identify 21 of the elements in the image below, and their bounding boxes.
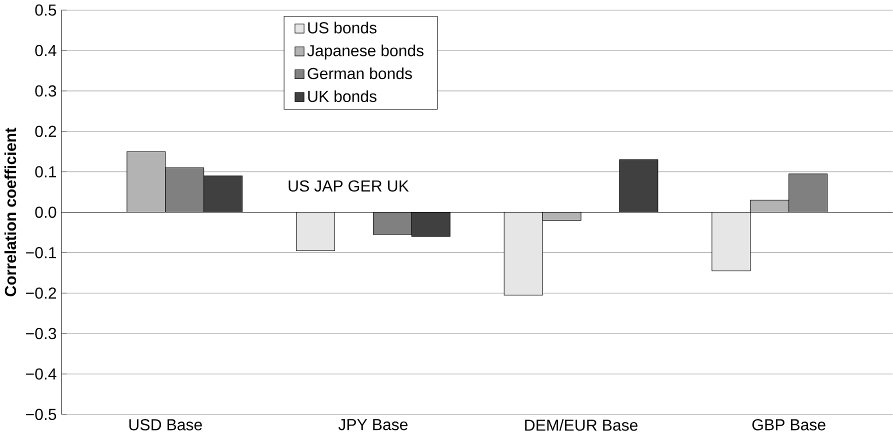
x-tick-label: JPY Base: [338, 418, 408, 430]
y-tick-label: 0.4: [35, 44, 56, 56]
legend-label: UK bonds: [308, 90, 376, 102]
y-tick-label: 0.5: [35, 4, 56, 16]
y-tick-label: −0.5: [26, 408, 56, 420]
legend-label: German bonds: [308, 67, 412, 80]
y-axis-title: Correlation coefficient: [4, 128, 16, 296]
annotation: US JAP GER UK: [288, 180, 409, 192]
x-tick-label: DEM/EUR Base: [525, 418, 638, 431]
y-tick-label: −0.2: [26, 287, 56, 299]
y-tick-label: −0.3: [26, 328, 56, 340]
x-tick-label: GBP Base: [752, 418, 826, 430]
y-tick-label: −0.1: [26, 246, 56, 258]
y-tick-label: 0.2: [35, 126, 56, 137]
y-tick-label: 0.0: [35, 206, 56, 218]
y-tick-label: 0.3: [35, 85, 56, 96]
x-tick-label: USD Base: [129, 418, 202, 430]
legend-label: US bonds: [308, 22, 376, 34]
y-tick-label: 0.1: [35, 166, 56, 178]
legend-label: Japanese bonds: [307, 44, 424, 60]
y-tick-label: −0.4: [26, 368, 56, 380]
